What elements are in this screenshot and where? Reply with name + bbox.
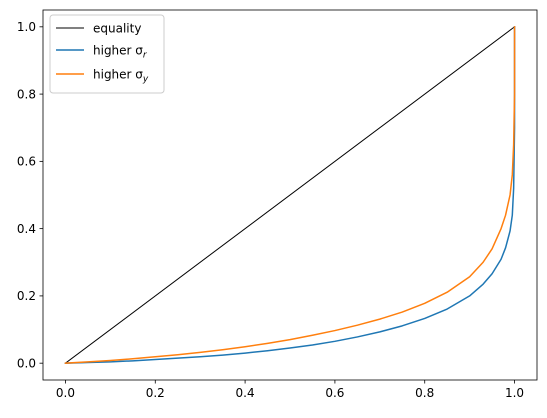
y-axis-ticks: 0.0 0.2 0.4 0.6 0.8 1.0 [17,20,43,370]
x-tick-label: 0.2 [146,386,165,400]
series-line-equality [64,26,516,364]
x-tick-label: 0.0 [56,386,75,400]
legend: equality higher σr higher σy [49,14,165,94]
y-tick-label: 1.0 [17,20,36,34]
x-tick-label: 0.6 [325,386,344,400]
series-line-higher-sigma-y [64,26,516,364]
y-tick-label: 0.2 [17,289,36,303]
y-tick-label: 0.4 [17,222,36,236]
series-line-higher-sigma-r [64,26,516,364]
legend-label: higher σy [93,67,149,84]
x-tick-label: 0.8 [415,386,434,400]
legend-label: equality [93,21,141,35]
y-tick-label: 0.0 [17,356,36,370]
axes-frame [42,9,538,381]
x-axis-ticks: 0.0 0.2 0.4 0.6 0.8 1.0 [56,380,524,400]
axes-layer [42,9,538,381]
series-layer [64,26,516,364]
y-tick-label: 0.8 [17,87,36,101]
x-tick-label: 0.4 [236,386,255,400]
x-tick-label: 1.0 [505,386,524,400]
legend-label: higher σr [93,43,148,60]
y-tick-label: 0.6 [17,155,36,169]
